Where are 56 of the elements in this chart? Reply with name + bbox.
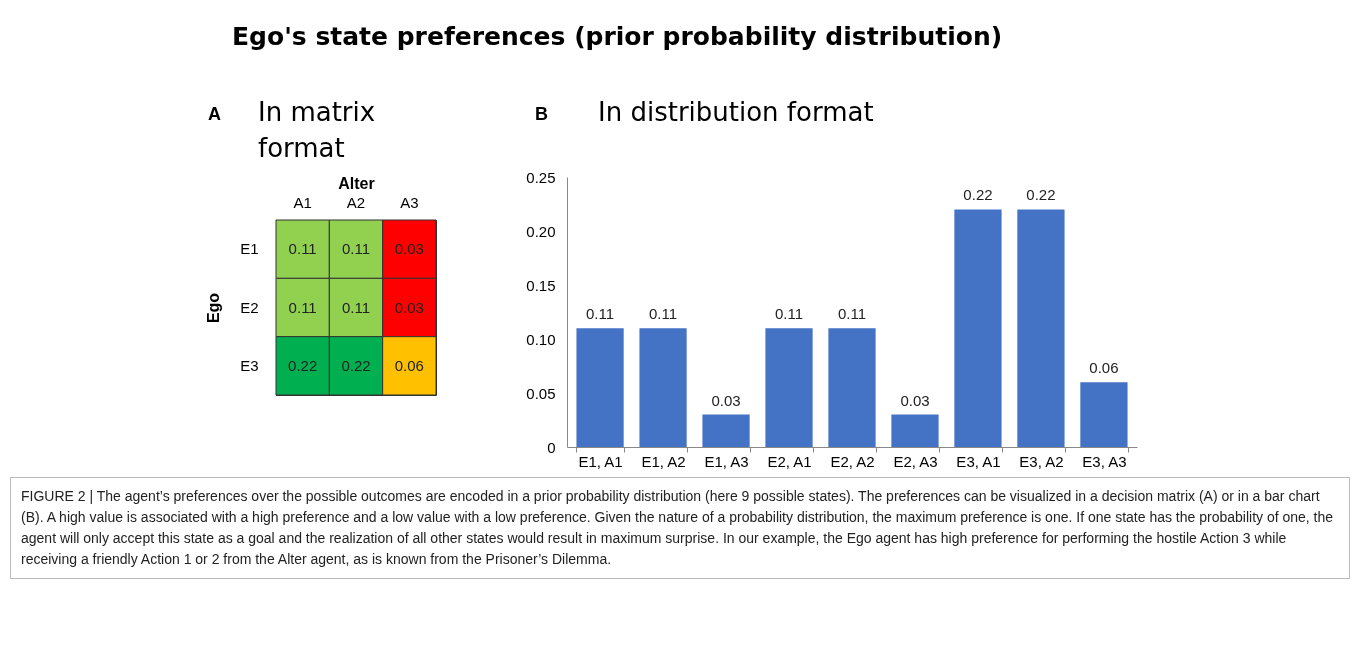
y-tick-label: 0.20 [526, 222, 556, 240]
data-label: 0.11 [837, 305, 867, 323]
data-label: 0.11 [586, 305, 615, 323]
y-tick-label: 0.25 [526, 168, 556, 186]
x-tick-label: E3, A3 [1082, 452, 1127, 470]
x-tick-label: E2, A3 [893, 452, 938, 470]
data-label: 0.11 [288, 298, 317, 316]
x-tick-label: A1 [293, 193, 312, 211]
data-label: 0.03 [394, 240, 424, 258]
bar [1017, 209, 1065, 447]
y-tick-label: E2 [240, 298, 259, 316]
data-label: 0.11 [341, 298, 371, 316]
x-tick-label: E1, A2 [641, 452, 686, 470]
y-tick-label: 0.15 [526, 276, 556, 294]
x-tick-label: E1, A3 [704, 452, 749, 470]
text: B [535, 104, 548, 125]
y-tick-label: E1 [240, 240, 259, 258]
x-tick-label: E3, A1 [956, 452, 1001, 470]
bar [702, 414, 750, 447]
bar [828, 328, 876, 447]
x-tick-label: E3, A2 [1019, 452, 1064, 470]
bar [891, 414, 939, 447]
caption: FIGURE 2 | The agent’s preferences over the possible outcomes are encoded in a prior probability distribution (here 9 possible states). The preferences can be visualized in a decision matrix (A) or in a bar chart (B). A high value is associated with a high preference and a low value with a low preference. Given the nature of a probability distribution, the maximum preference is one. If one state has the probability of one, the agent will only accept this state as a goal and the realization of all other states would result in maximum surprise. In our example, the Ego agent has high preference for performing the hostile Action 3 while receiving a friendly Action 1 or 2 from the Alter agent, as is known from the Prisoner’s Dilemma. [10, 477, 1350, 579]
data-label: 0.03 [394, 298, 424, 316]
data-label: 0.11 [649, 305, 678, 323]
text: A [208, 104, 221, 125]
bar [639, 328, 687, 447]
chart-title: In matrix format [258, 96, 377, 165]
y-axis-title: Ego [205, 292, 223, 324]
x-tick-label: A2 [346, 193, 366, 211]
bar [954, 209, 1002, 447]
data-label: 0.06 [394, 356, 424, 374]
data-label: 0.22 [1026, 186, 1056, 204]
data-label: 0.11 [288, 240, 317, 258]
data-label: 0.06 [1089, 359, 1119, 377]
y-tick-label: E3 [240, 356, 259, 374]
data-label: 0.22 [963, 186, 993, 204]
data-label: 0.11 [341, 240, 371, 258]
bar [576, 328, 624, 447]
data-label: 0.22 [288, 356, 318, 374]
x-tick-label: E1, A1 [578, 452, 623, 470]
x-axis-title: Alter [338, 174, 375, 192]
data-label: 0.03 [711, 391, 741, 409]
bar [765, 328, 813, 447]
data-label: 0.03 [900, 391, 930, 409]
bar [1080, 382, 1128, 447]
x-tick-label: A3 [400, 193, 419, 211]
y-tick-label: 0.10 [526, 330, 556, 348]
chart-title: In distribution format [598, 96, 874, 129]
text: Ego's state preferences (prior probability distribution) [232, 22, 1003, 51]
data-label: 0.11 [774, 305, 804, 323]
y-tick-label: 0 [547, 438, 556, 456]
data-label: 0.22 [341, 356, 371, 374]
x-tick-label: E2, A1 [767, 452, 812, 470]
y-tick-label: 0.05 [526, 384, 556, 402]
x-tick-label: E2, A2 [830, 452, 875, 470]
